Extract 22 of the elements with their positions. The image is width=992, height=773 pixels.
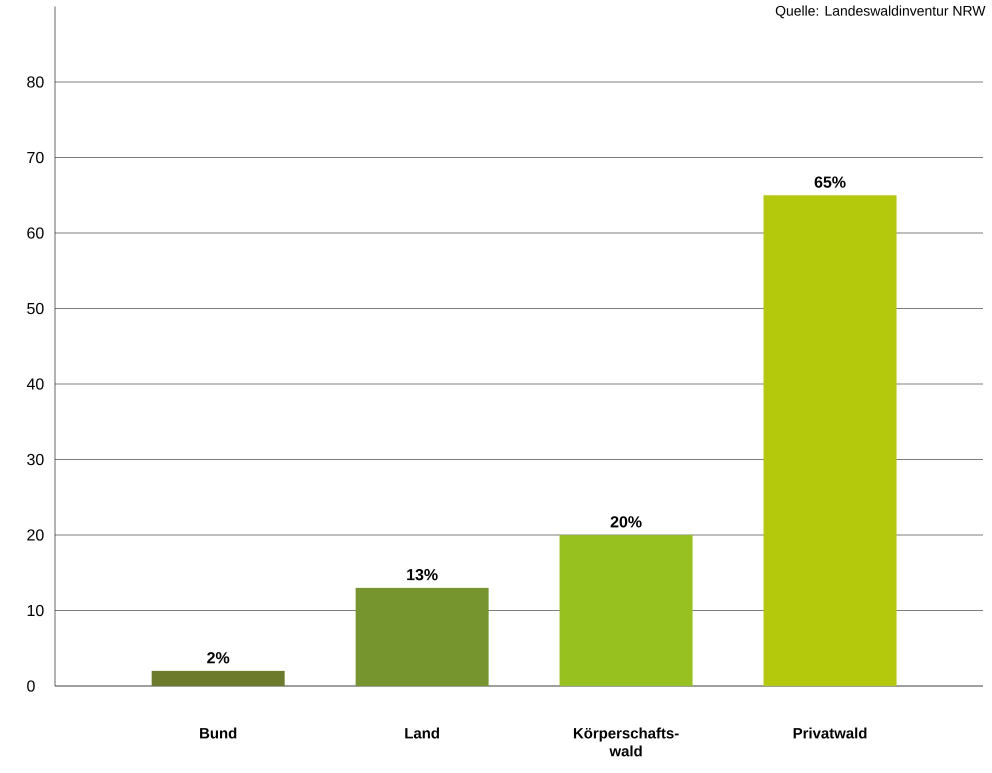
y-tick-label: 20 bbox=[27, 529, 44, 541]
y-tick-label: 30 bbox=[27, 454, 44, 466]
bar bbox=[560, 535, 693, 686]
x-tick-label: Privatwald bbox=[794, 728, 866, 738]
bar bbox=[356, 588, 489, 686]
y-tick-label: 40 bbox=[26, 378, 44, 390]
bar bbox=[152, 670, 285, 686]
y-tick-label: 0 bbox=[27, 680, 35, 692]
data-label: 20% bbox=[610, 516, 642, 528]
x-tick-label: Bund bbox=[200, 728, 236, 738]
annotation: Quelle: Landeswaldinventur NRW bbox=[776, 6, 986, 18]
y-tick-label: 10 bbox=[28, 604, 44, 616]
data-label: 65% bbox=[814, 176, 846, 188]
bar bbox=[764, 195, 897, 686]
data-label: 13% bbox=[407, 569, 438, 580]
y-tick-label: 80 bbox=[27, 76, 44, 88]
x-tick-label: Körperschafts-wald bbox=[574, 728, 679, 756]
data-label: 2% bbox=[207, 652, 230, 664]
y-tick-label: 60 bbox=[27, 227, 44, 239]
y-tick-label: 70 bbox=[27, 152, 44, 164]
y-tick-label: 50 bbox=[27, 302, 44, 314]
x-tick-label: Land bbox=[405, 728, 439, 738]
